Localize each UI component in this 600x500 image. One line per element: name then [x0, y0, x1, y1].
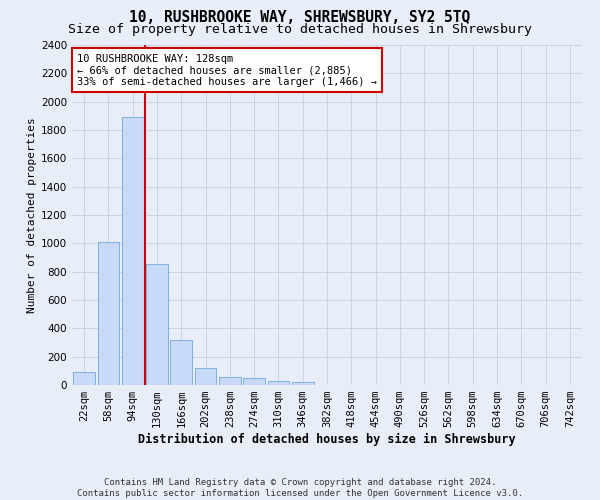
Text: Size of property relative to detached houses in Shrewsbury: Size of property relative to detached ho…	[68, 22, 532, 36]
Bar	[243, 378, 265, 385]
Text: Contains HM Land Registry data © Crown copyright and database right 2024.
Contai: Contains HM Land Registry data © Crown c…	[77, 478, 523, 498]
Bar	[97, 242, 119, 385]
X-axis label: Distribution of detached houses by size in Shrewsbury: Distribution of detached houses by size …	[138, 433, 516, 446]
Text: 10, RUSHBROOKE WAY, SHREWSBURY, SY2 5TQ: 10, RUSHBROOKE WAY, SHREWSBURY, SY2 5TQ	[130, 10, 470, 25]
Bar	[73, 372, 95, 385]
Bar	[268, 381, 289, 385]
Bar	[146, 264, 168, 385]
Y-axis label: Number of detached properties: Number of detached properties	[27, 117, 37, 313]
Text: 10 RUSHBROOKE WAY: 128sqm
← 66% of detached houses are smaller (2,885)
33% of se: 10 RUSHBROOKE WAY: 128sqm ← 66% of detac…	[77, 54, 377, 86]
Bar	[170, 340, 192, 385]
Bar	[292, 382, 314, 385]
Bar	[194, 368, 217, 385]
Bar	[219, 377, 241, 385]
Bar	[122, 117, 143, 385]
